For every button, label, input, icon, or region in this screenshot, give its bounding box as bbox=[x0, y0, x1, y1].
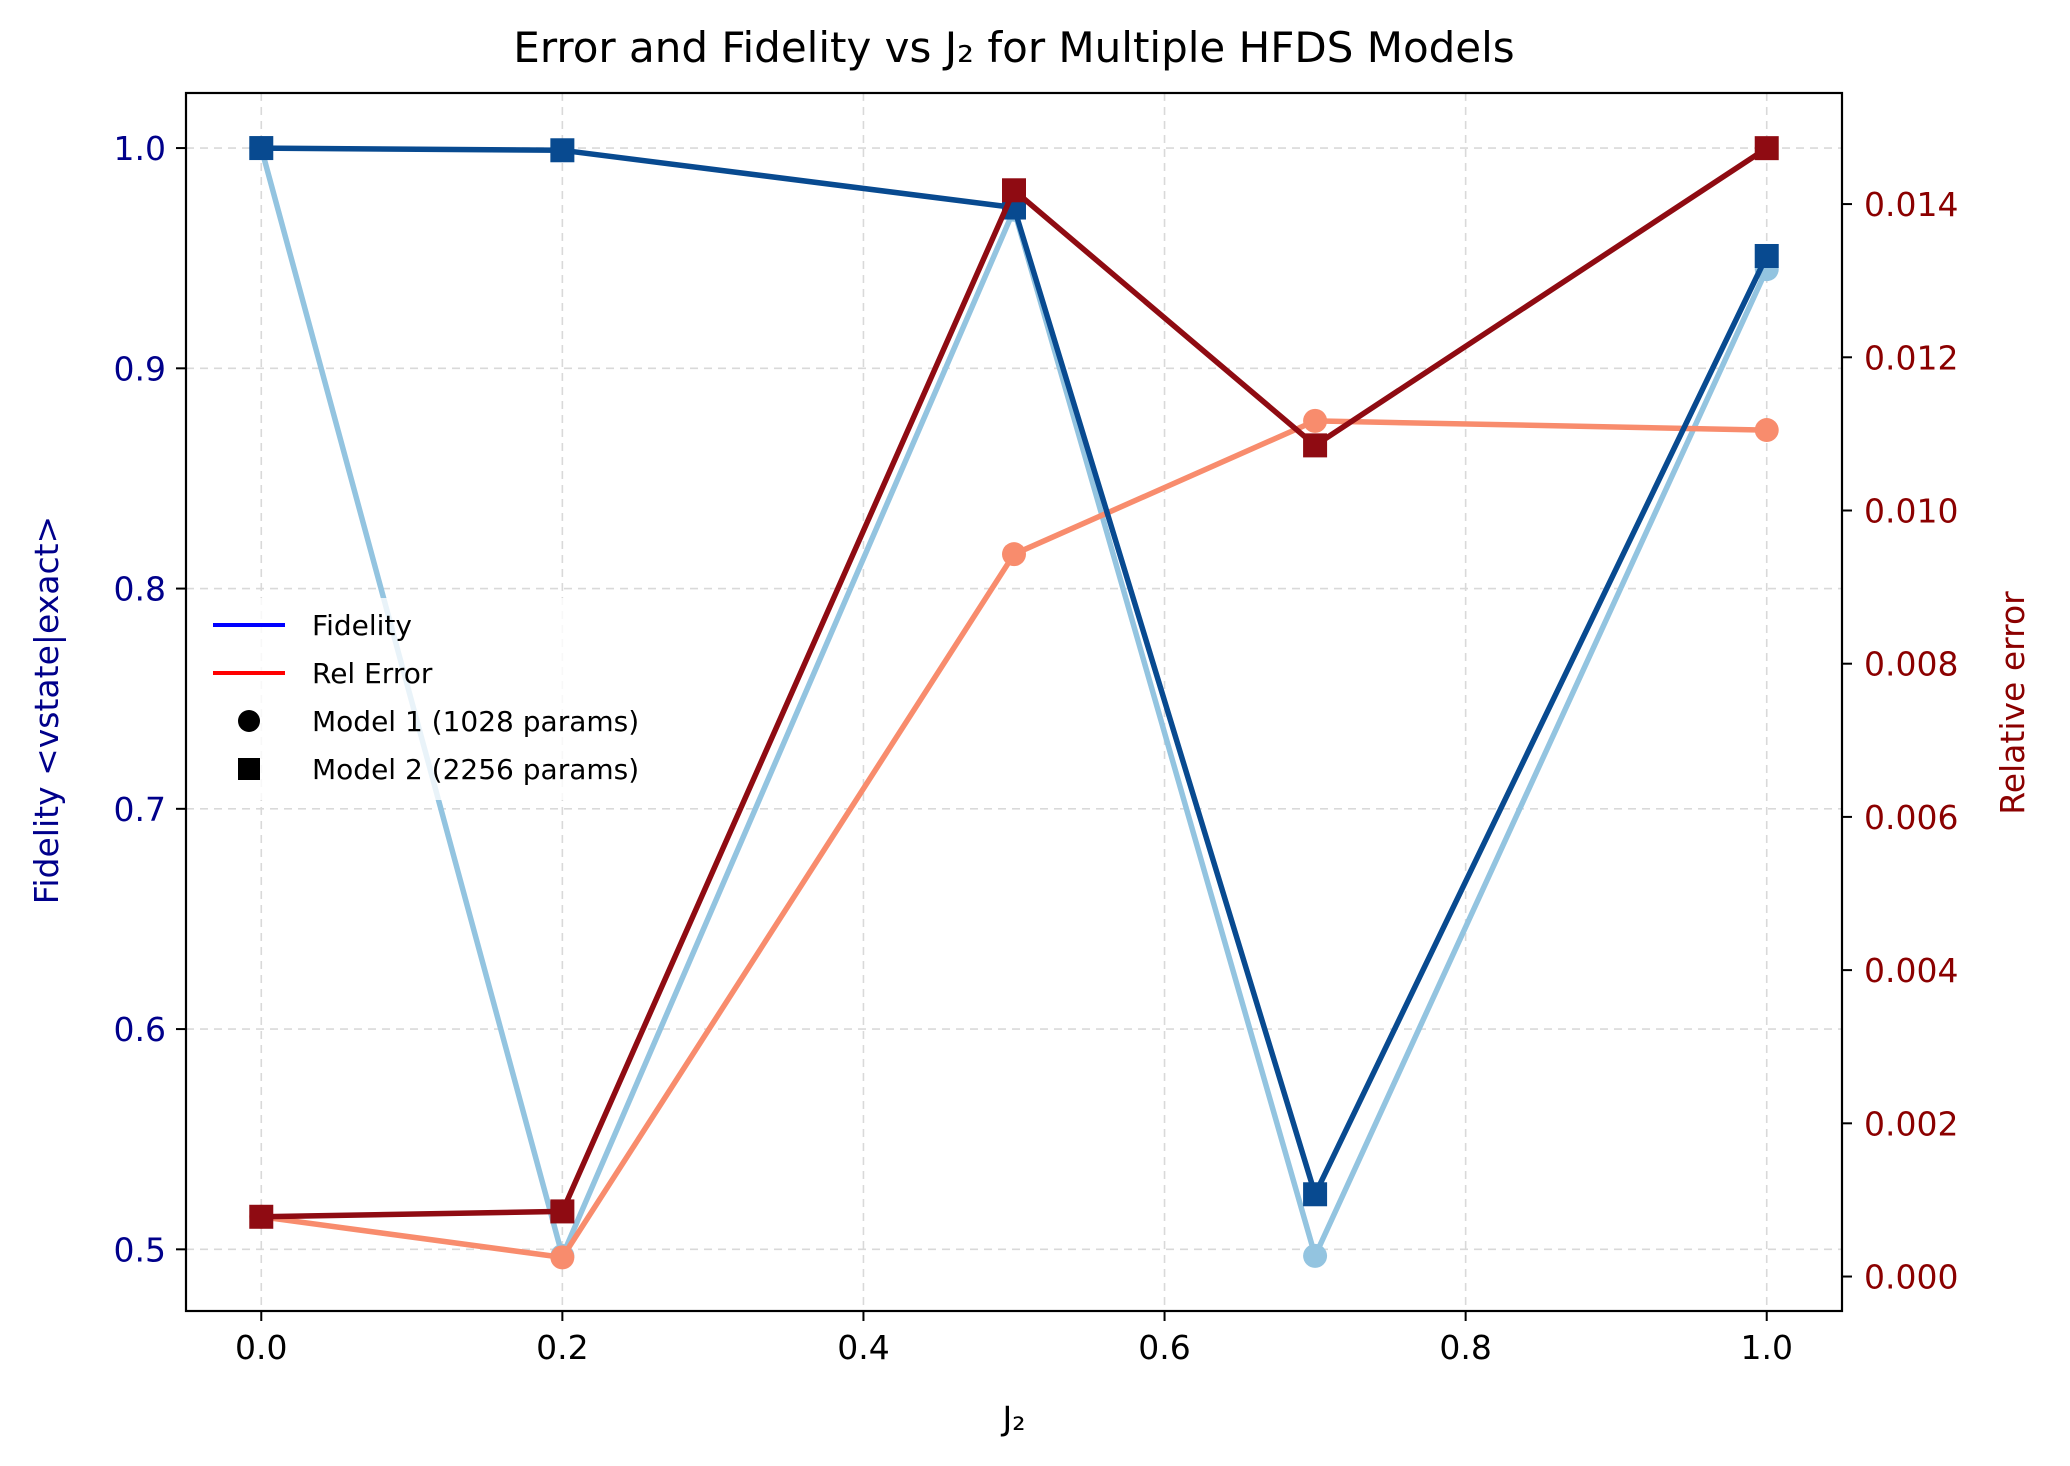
data-point-relerror-model-2-4 bbox=[1754, 136, 1779, 161]
x-tick-label-2: 0.4 bbox=[837, 1328, 889, 1367]
plot-frame bbox=[184, 91, 1844, 1313]
data-point-relerror-model-1-4 bbox=[1754, 418, 1779, 443]
data-point-relerror-model-1-3 bbox=[1303, 408, 1328, 433]
data-point-relerror-model-1-2 bbox=[1002, 542, 1026, 567]
data-point-fidelity-model-2-4 bbox=[1754, 243, 1779, 268]
legend-label-2: Model 1 (1028 params) bbox=[312, 705, 639, 738]
x-tick-label-4: 0.8 bbox=[1439, 1328, 1491, 1367]
data-point-relerror-model-2-1 bbox=[550, 1199, 575, 1224]
data-point-fidelity-model-1-3 bbox=[1303, 1243, 1328, 1268]
legend-label-0: Fidelity bbox=[312, 609, 412, 642]
y-right-tick-label-5: 0.010 bbox=[1864, 491, 1958, 530]
y-right-tick-label-4: 0.008 bbox=[1864, 645, 1958, 684]
y-left-tick-label-1: 0.6 bbox=[114, 1010, 166, 1049]
legend-item-1: Rel Error bbox=[213, 657, 433, 690]
legend-item-2: Model 1 (1028 params) bbox=[238, 705, 639, 738]
series-relerror-model-2 bbox=[249, 136, 1779, 1229]
legend: Fidelity Rel Error Model 1 (1028 params) Mo… bbox=[200, 598, 710, 800]
data-point-relerror-model-1-1 bbox=[550, 1245, 575, 1270]
axis-ticks: 0.0 0.2 0.4 0.6 0.8 1.0 0.5 0.6 0.7 0.8 0.9 1.0 0.00… bbox=[114, 129, 1959, 1367]
x-tick-label-3: 0.6 bbox=[1138, 1328, 1190, 1367]
y-left-tick-label-5: 1.0 bbox=[114, 129, 166, 168]
x-axis-label: J₂ bbox=[1001, 1399, 1026, 1438]
y-left-tick-label-4: 0.9 bbox=[114, 349, 166, 388]
x-tick-label-1: 0.2 bbox=[536, 1328, 588, 1367]
series-layer bbox=[249, 136, 1779, 1270]
y-right-tick-label-7: 0.014 bbox=[1864, 185, 1958, 224]
legend-swatch-3 bbox=[238, 758, 260, 780]
legend-box bbox=[200, 598, 710, 800]
x-tick-label-5: 1.0 bbox=[1740, 1328, 1792, 1367]
y-right-tick-label-2: 0.004 bbox=[1864, 951, 1958, 990]
legend-swatch-2 bbox=[238, 710, 260, 732]
data-point-fidelity-model-2-1 bbox=[550, 138, 575, 163]
data-point-fidelity-model-2-3 bbox=[1303, 1182, 1328, 1207]
legend-label-3: Model 2 (2256 params) bbox=[312, 753, 639, 786]
data-point-relerror-model-2-0 bbox=[249, 1204, 274, 1229]
legend-item-3: Model 2 (2256 params) bbox=[238, 753, 639, 786]
y-axis-left-label: Fidelity <vstate|exact> bbox=[27, 516, 66, 904]
y-axis-right-label: Relative error bbox=[1993, 591, 2032, 815]
chart-title: Error and Fidelity vs J₂ for Multiple HF… bbox=[513, 23, 1514, 72]
y-left-tick-label-3: 0.8 bbox=[114, 570, 166, 609]
y-right-tick-label-1: 0.002 bbox=[1864, 1104, 1958, 1143]
y-right-tick-label-3: 0.006 bbox=[1864, 798, 1958, 837]
data-point-relerror-model-2-3 bbox=[1303, 433, 1328, 458]
y-left-tick-label-2: 0.7 bbox=[114, 790, 166, 829]
x-tick-label-0: 0.0 bbox=[235, 1328, 287, 1367]
legend-label-1: Rel Error bbox=[312, 657, 433, 690]
data-point-relerror-model-2-2 bbox=[1002, 178, 1026, 203]
legend-item-0: Fidelity bbox=[213, 609, 412, 642]
y-left-tick-label-0: 0.5 bbox=[114, 1230, 166, 1269]
data-point-fidelity-model-2-0 bbox=[249, 136, 274, 161]
y-right-tick-label-0: 0.000 bbox=[1864, 1258, 1958, 1297]
y-right-tick-label-6: 0.012 bbox=[1864, 338, 1958, 377]
